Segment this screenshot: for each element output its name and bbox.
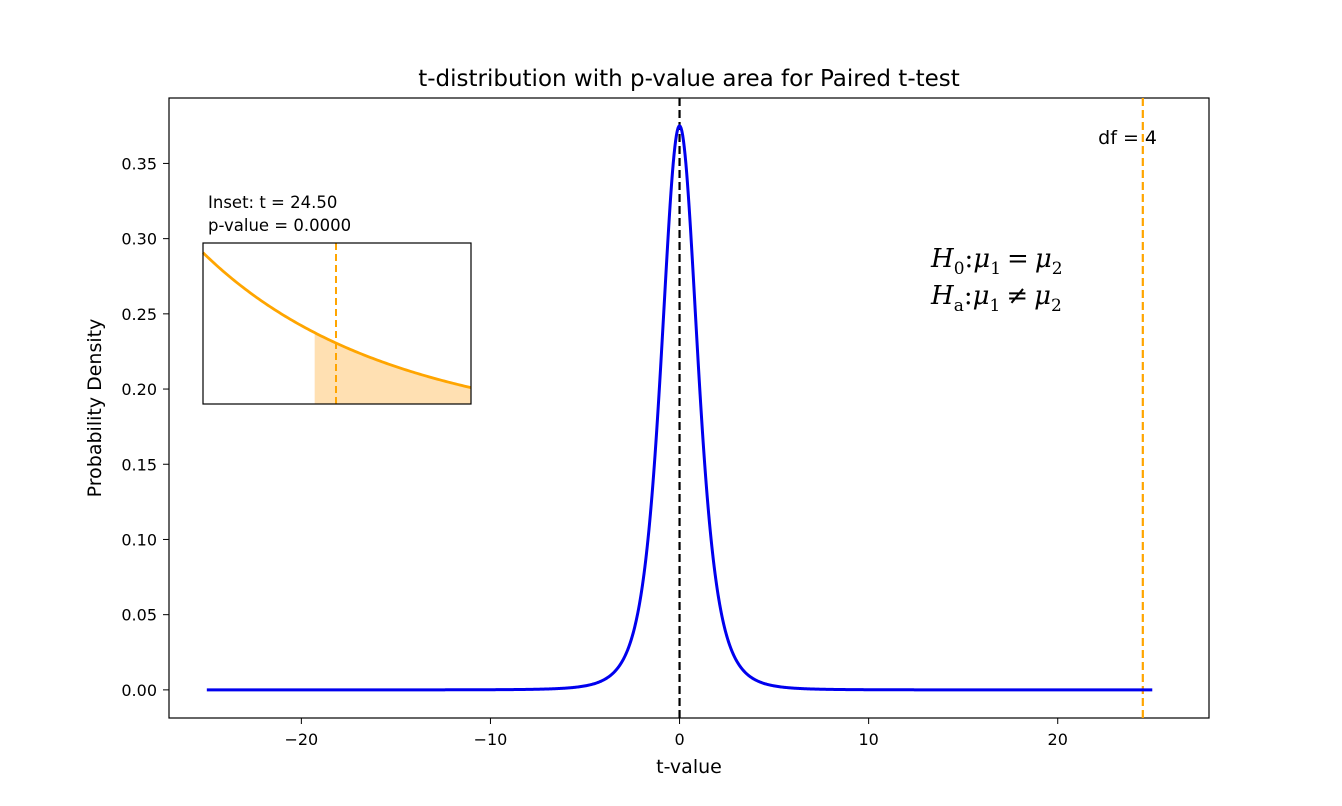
df-label: df = 4 bbox=[1098, 127, 1157, 149]
x-tick-label: 0 bbox=[674, 730, 684, 749]
alternative-hypothesis: Ha:μ1 ≠ μ2 bbox=[930, 281, 1062, 316]
y-tick-label: 0.30 bbox=[121, 230, 157, 249]
inset-frame bbox=[202, 242, 472, 405]
inset-p-value-area bbox=[314, 332, 471, 404]
inset-p-value-label: p-value = 0.0000 bbox=[208, 216, 351, 235]
plot-area-frame bbox=[168, 97, 1210, 719]
null-hypothesis: H0:μ1 = μ2 bbox=[930, 244, 1063, 279]
y-tick-label: 0.15 bbox=[121, 455, 157, 474]
hypotheses-block: H0:μ1 = μ2 Ha:μ1 ≠ μ2 bbox=[930, 244, 1063, 316]
x-tick-label: −20 bbox=[284, 730, 318, 749]
chart-title: t-distribution with p-value area for Pai… bbox=[418, 66, 960, 92]
y-tick-label: 0.10 bbox=[121, 530, 157, 549]
y-tick-label: 0.20 bbox=[121, 380, 157, 399]
x-tick-label: −10 bbox=[474, 730, 508, 749]
x-axis-label: t-value bbox=[656, 756, 722, 778]
y-tick-label: 0.35 bbox=[121, 154, 157, 173]
t-distribution-curve bbox=[206, 124, 1153, 692]
x-axis-ticks: −20 −10 0 10 20 bbox=[284, 718, 1068, 749]
y-tick-label: 0.25 bbox=[121, 305, 157, 324]
inset-t-label: Inset: t = 24.50 bbox=[208, 193, 337, 212]
x-tick-label: 20 bbox=[1048, 730, 1068, 749]
y-axis-label: Probability Density bbox=[84, 319, 106, 498]
y-axis-ticks: 0.00 0.05 0.10 0.15 0.20 0.25 0.30 0.35 bbox=[121, 154, 169, 700]
x-tick-label: 10 bbox=[858, 730, 878, 749]
inset-panel: Inset: t = 24.50 p-value = 0.0000 bbox=[202, 193, 472, 405]
y-tick-label: 0.05 bbox=[121, 606, 157, 625]
y-tick-label: 0.00 bbox=[121, 681, 157, 700]
